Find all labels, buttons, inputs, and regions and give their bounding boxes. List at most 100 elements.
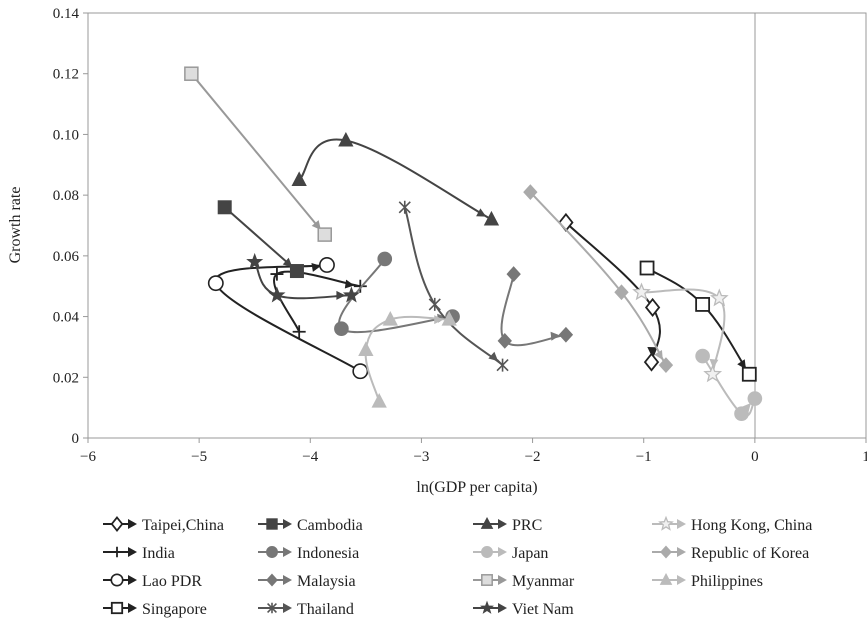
data-point bbox=[289, 264, 304, 279]
data-point bbox=[614, 284, 629, 301]
data-point bbox=[483, 210, 500, 226]
data-point bbox=[496, 358, 509, 372]
legend-item: Singapore bbox=[103, 601, 207, 618]
data-point bbox=[319, 257, 335, 273]
series-japan bbox=[695, 348, 763, 422]
series-republic-of-korea bbox=[523, 184, 674, 374]
legend-arrowhead bbox=[128, 603, 137, 613]
series-singapore bbox=[639, 260, 757, 382]
legend-label: Hong Kong, China bbox=[691, 517, 812, 534]
legend-marker bbox=[660, 545, 672, 559]
data-point bbox=[644, 297, 661, 318]
x-tick-label: 0 bbox=[751, 449, 759, 465]
legend: Taipei,China India Lao PDR Singapore Cambodi… bbox=[103, 515, 812, 618]
legend-arrowhead bbox=[677, 575, 686, 585]
data-point bbox=[558, 212, 574, 233]
series-arrowhead bbox=[488, 351, 499, 362]
legend-marker bbox=[111, 546, 123, 558]
x-tick-label: −5 bbox=[191, 449, 207, 465]
legend-arrowhead bbox=[283, 547, 292, 557]
series-arrowhead bbox=[476, 208, 487, 217]
data-point bbox=[441, 311, 457, 326]
series-line bbox=[364, 315, 450, 402]
legend-item: PRC bbox=[473, 516, 542, 534]
legend-marker bbox=[266, 518, 278, 530]
data-point bbox=[741, 366, 757, 382]
series-arrowhead bbox=[741, 403, 751, 413]
x-tick-label: −2 bbox=[525, 449, 541, 465]
data-point bbox=[558, 326, 574, 343]
x-axis-title: ln(GDP per capita) bbox=[416, 479, 537, 496]
y-tick-label: 0.12 bbox=[53, 67, 79, 83]
legend-item: India bbox=[103, 545, 175, 562]
series-philippines bbox=[358, 311, 457, 408]
legend-arrowhead bbox=[128, 547, 137, 557]
y-tick-label: 0 bbox=[72, 431, 80, 447]
legend-item: Japan bbox=[473, 545, 548, 562]
data-point bbox=[217, 200, 232, 215]
y-tick-label: 0.14 bbox=[53, 6, 80, 22]
data-point bbox=[371, 393, 387, 408]
legend-arrowhead bbox=[677, 519, 686, 529]
legend-item: Cambodia bbox=[258, 517, 363, 534]
legend-item: Taipei,China bbox=[103, 516, 224, 534]
data-point bbox=[358, 341, 374, 356]
series-arrowhead bbox=[344, 279, 355, 289]
data-point bbox=[695, 348, 710, 364]
data-point bbox=[184, 66, 199, 81]
series-thailand bbox=[398, 200, 509, 372]
data-point bbox=[334, 321, 349, 337]
legend-label: Malaysia bbox=[297, 573, 356, 590]
data-point bbox=[353, 279, 367, 293]
data-point bbox=[632, 282, 651, 301]
series-arrowhead bbox=[434, 315, 444, 325]
legend-item: Lao PDR bbox=[103, 573, 202, 590]
y-axis-title: Growth rate bbox=[7, 187, 24, 264]
data-point bbox=[317, 227, 332, 242]
x-tick-label: −6 bbox=[80, 449, 96, 465]
series-arrowhead bbox=[737, 359, 746, 370]
series-line bbox=[403, 207, 504, 366]
legend-item: Philippines bbox=[652, 572, 763, 590]
legend-arrowhead bbox=[283, 575, 292, 585]
y-tick-label: 0.04 bbox=[53, 310, 80, 326]
legend-marker bbox=[481, 546, 493, 558]
legend-marker bbox=[110, 573, 124, 587]
legend-label: Thailand bbox=[297, 601, 354, 618]
series-myanmar bbox=[184, 66, 332, 242]
legend-label: Japan bbox=[512, 545, 548, 562]
series-line bbox=[190, 73, 326, 236]
legend-marker bbox=[480, 516, 494, 529]
data-point bbox=[695, 297, 711, 312]
legend-label: Cambodia bbox=[297, 517, 363, 534]
x-tick-label: −3 bbox=[413, 449, 429, 465]
plot-border bbox=[87, 12, 867, 439]
data-point bbox=[342, 286, 360, 303]
legend-marker bbox=[267, 602, 277, 614]
legend-label: Indonesia bbox=[297, 545, 359, 562]
data-point bbox=[497, 332, 512, 349]
legend-marker bbox=[480, 600, 494, 614]
data-point bbox=[292, 325, 306, 339]
series-arrowhead bbox=[654, 349, 663, 361]
legend-label: Republic of Korea bbox=[691, 545, 809, 562]
legend-item: Thailand bbox=[258, 601, 354, 618]
data-point bbox=[398, 200, 411, 214]
data-point bbox=[658, 357, 674, 374]
series-layer bbox=[184, 66, 763, 422]
legend-marker bbox=[110, 601, 124, 615]
data-point bbox=[643, 352, 660, 372]
legend-label: Taipei,China bbox=[142, 517, 224, 534]
series-arrowhead bbox=[311, 262, 322, 272]
legend-marker bbox=[266, 573, 278, 587]
legend-item: Republic of Korea bbox=[652, 545, 809, 562]
data-point bbox=[709, 288, 729, 307]
series-arrowhead bbox=[647, 347, 657, 357]
legend-label: Myanmar bbox=[512, 573, 575, 590]
x-tick-label: −4 bbox=[302, 449, 318, 465]
legend-item: Hong Kong, China bbox=[652, 515, 812, 534]
legend-marker bbox=[266, 546, 278, 558]
legend-label: Philippines bbox=[691, 573, 763, 590]
legend-arrowhead bbox=[498, 603, 507, 613]
